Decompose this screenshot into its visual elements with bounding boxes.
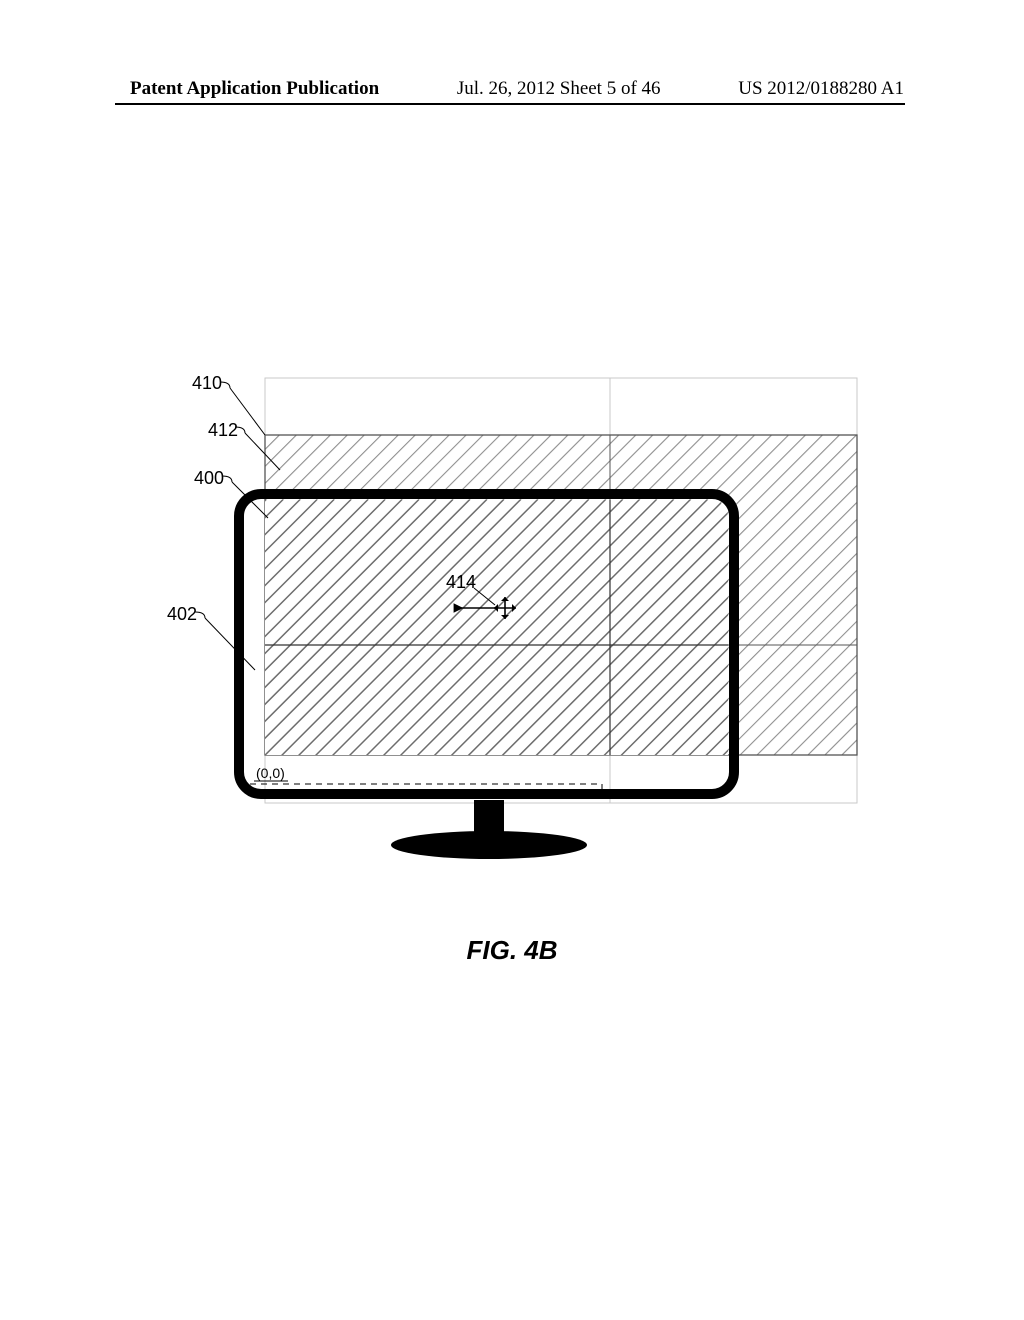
- svg-text:(0,0): (0,0): [256, 765, 285, 781]
- figure-4b: (0,0) 410 412 400 402 414 FIG. 4B: [0, 0, 1024, 1320]
- ref-label-412: 412: [208, 420, 238, 441]
- diagram: (0,0): [150, 360, 880, 885]
- figure-caption: FIG. 4B: [0, 935, 1024, 966]
- diagram-svg: (0,0): [150, 360, 880, 880]
- ref-label-400: 400: [194, 468, 224, 489]
- ref-label-414: 414: [446, 572, 476, 593]
- ref-label-402: 402: [167, 604, 197, 625]
- ref-label-410: 410: [192, 373, 222, 394]
